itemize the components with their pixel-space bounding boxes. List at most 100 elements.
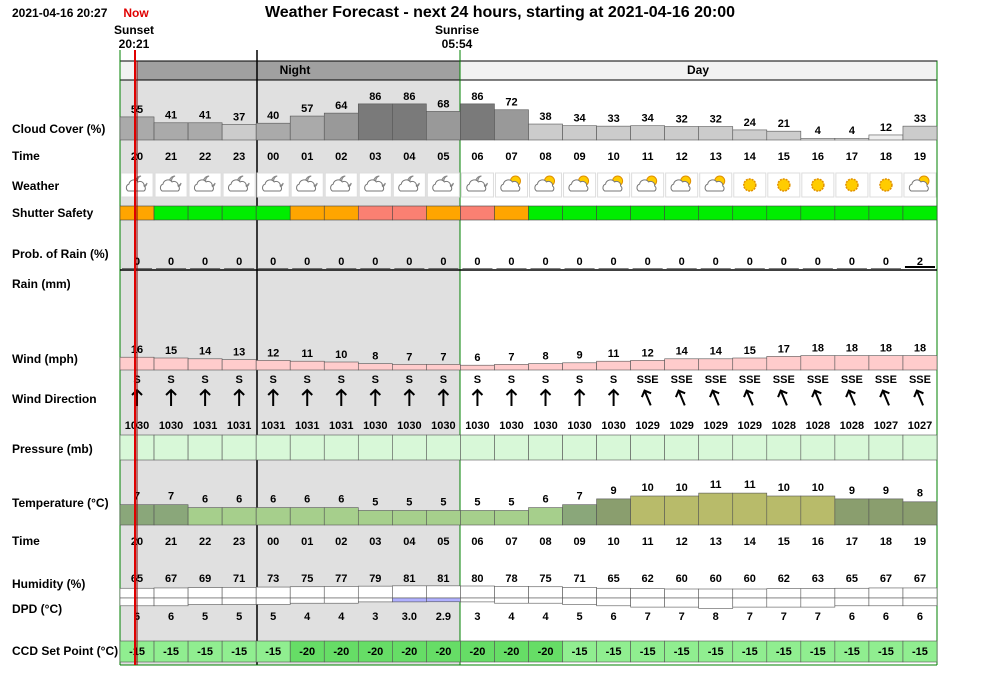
rain-prob-bar: [292, 268, 323, 269]
temperature-value: 9: [611, 485, 617, 497]
dpd-value: 6: [849, 611, 855, 623]
cloud-bar: [494, 109, 529, 141]
hour-label: 12: [676, 536, 688, 548]
humidity-value: 60: [710, 573, 722, 585]
hour-label: 00: [267, 151, 279, 163]
shutter-cell: [426, 205, 461, 221]
rain-prob-value: 0: [508, 256, 514, 268]
dpd-value: 7: [747, 611, 753, 623]
wind-direction: S: [440, 374, 447, 386]
wind-direction: S: [304, 374, 311, 386]
row-label: Prob. of Rain (%): [12, 247, 109, 261]
dpd-bar: [323, 597, 359, 604]
wind-arrow: [573, 388, 586, 406]
cloud: [602, 179, 623, 192]
row-label: Time: [12, 149, 40, 163]
row-label: Weather: [12, 179, 59, 193]
wind-value: 7: [508, 351, 514, 363]
wind-direction: S: [508, 374, 515, 386]
hour-label: 05: [437, 536, 449, 548]
pressure-cell: [902, 434, 938, 461]
humidity-bar: [596, 587, 631, 599]
rain-prob-bar: [224, 268, 255, 269]
cloud: [159, 179, 180, 192]
wind-direction: S: [270, 374, 277, 386]
rain-prob-bar: [190, 268, 221, 269]
wind-bar: [698, 358, 734, 371]
hour-label: 07: [505, 536, 517, 548]
row-label: Shutter Safety: [12, 206, 94, 220]
wind-direction: S: [235, 374, 242, 386]
pressure-value: 1031: [193, 420, 217, 432]
temperature-bar: [732, 492, 768, 526]
cloud: [364, 179, 385, 192]
cloud: [670, 179, 691, 192]
cloud-bar: [596, 125, 631, 141]
wind-arrow: [879, 389, 890, 406]
ccd-value: -15: [197, 646, 213, 658]
pressure-value: 1031: [329, 420, 353, 432]
rain-prob-value: 0: [577, 256, 583, 268]
cloud-value: 37: [233, 111, 245, 123]
dpd-bar: [153, 597, 189, 607]
shutter-cell: [494, 205, 529, 221]
cloud: [500, 179, 521, 192]
dpd-bar: [528, 597, 563, 604]
cloud-bar: [630, 125, 665, 141]
ccd-value: -20: [504, 646, 520, 658]
dpd-bar: [187, 597, 223, 605]
temperature-value: 6: [542, 494, 548, 506]
wind-direction: SSE: [909, 374, 931, 386]
pressure-cell: [153, 434, 189, 461]
temperature-value: 10: [812, 482, 824, 494]
rain-prob-value: 0: [304, 256, 310, 268]
cloud-bar: [868, 134, 904, 141]
wind-bar: [528, 363, 563, 371]
hour-label: 22: [199, 151, 211, 163]
wind-arrow: [811, 389, 822, 406]
rain-prob-value: 0: [236, 256, 242, 268]
humidity-value: 65: [607, 573, 619, 585]
temperature-value: 6: [236, 494, 242, 506]
cloud-value: 33: [607, 113, 619, 125]
cloud-value: 38: [539, 111, 551, 123]
wind-value: 11: [301, 348, 313, 360]
weather-icon: [460, 172, 494, 198]
hour-label: 03: [369, 151, 381, 163]
wind-arrow: [233, 388, 245, 406]
weather-icon: [767, 172, 801, 198]
dpd-value: 5: [270, 611, 276, 623]
wind-bar: [357, 363, 393, 371]
hour-label: 15: [778, 536, 790, 548]
icon-cell: [631, 172, 665, 198]
humidity-bar: [289, 586, 325, 599]
cloud: [466, 179, 487, 192]
cloud-value: 34: [573, 113, 586, 125]
wind-value: 14: [710, 346, 723, 358]
rain-prob-value: 0: [202, 256, 208, 268]
hour-label: 12: [676, 151, 688, 163]
rain-prob-value: 0: [849, 256, 855, 268]
humidity-value: 67: [880, 573, 892, 585]
wind-arrow: [539, 388, 552, 406]
shutter-cell: [221, 205, 257, 221]
wind-value: 10: [335, 349, 347, 361]
hour-label: 14: [744, 151, 757, 163]
dpd-value: 5: [236, 611, 242, 623]
cloud-bar: [664, 126, 700, 141]
shutter-cell: [153, 205, 189, 221]
cloud-value: 34: [642, 113, 655, 125]
pressure-cell: [698, 434, 734, 461]
wind-bar: [596, 360, 631, 371]
dpd-bar: [426, 597, 461, 603]
wind-direction: S: [576, 374, 583, 386]
dpd-bar: [392, 597, 427, 603]
hour-label: 21: [165, 536, 177, 548]
hour-label: 13: [710, 536, 722, 548]
hour-label: 15: [778, 151, 790, 163]
ccd-value: -15: [163, 646, 179, 658]
temperature-value: 7: [577, 491, 583, 503]
rain-prob-bar: [496, 268, 527, 269]
row-label: DPD (°C): [12, 602, 62, 616]
humidity-bar: [698, 588, 734, 599]
